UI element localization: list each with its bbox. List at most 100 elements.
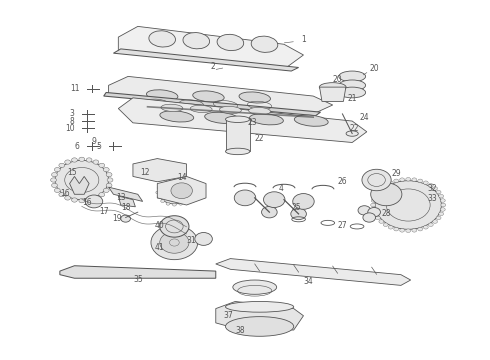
Text: 38: 38: [235, 325, 245, 334]
Text: 14: 14: [177, 173, 186, 182]
Circle shape: [363, 213, 375, 222]
Text: 9: 9: [92, 137, 97, 146]
Circle shape: [156, 191, 160, 194]
Text: 5: 5: [97, 141, 101, 150]
Ellipse shape: [294, 115, 328, 126]
Circle shape: [59, 193, 65, 197]
Ellipse shape: [183, 32, 210, 49]
Text: 12: 12: [140, 168, 150, 177]
Circle shape: [293, 194, 314, 209]
Circle shape: [51, 183, 57, 188]
Ellipse shape: [249, 107, 270, 115]
Ellipse shape: [319, 83, 346, 91]
Text: 18: 18: [121, 203, 130, 212]
Text: 33: 33: [428, 194, 438, 203]
Circle shape: [368, 207, 380, 217]
Circle shape: [371, 208, 376, 211]
Circle shape: [406, 229, 411, 233]
Circle shape: [54, 188, 60, 193]
Text: 3: 3: [70, 109, 74, 118]
Circle shape: [400, 229, 405, 232]
Ellipse shape: [339, 71, 366, 82]
Text: 41: 41: [155, 243, 165, 252]
Polygon shape: [118, 26, 303, 69]
Circle shape: [439, 212, 443, 216]
Circle shape: [262, 206, 277, 218]
Circle shape: [428, 223, 433, 226]
Circle shape: [103, 188, 109, 193]
Text: 8: 8: [70, 117, 74, 126]
Circle shape: [166, 180, 170, 183]
Text: 29: 29: [391, 170, 401, 179]
Text: 20: 20: [369, 64, 379, 73]
Ellipse shape: [225, 317, 294, 336]
Circle shape: [418, 228, 423, 231]
Ellipse shape: [239, 92, 270, 103]
Circle shape: [423, 225, 428, 229]
Polygon shape: [225, 119, 250, 152]
Text: 27: 27: [338, 221, 347, 230]
Text: 16: 16: [82, 198, 92, 207]
Circle shape: [171, 183, 193, 199]
Circle shape: [388, 181, 393, 185]
Circle shape: [234, 190, 256, 206]
Circle shape: [157, 186, 161, 189]
Circle shape: [55, 160, 109, 200]
Circle shape: [151, 225, 198, 260]
Text: 32: 32: [428, 184, 438, 193]
Circle shape: [184, 200, 188, 203]
Circle shape: [121, 215, 130, 222]
Circle shape: [433, 220, 438, 223]
Ellipse shape: [339, 87, 366, 98]
Polygon shape: [118, 196, 135, 207]
Text: 25: 25: [291, 203, 301, 212]
Text: 10: 10: [65, 124, 74, 133]
Circle shape: [406, 177, 411, 181]
Circle shape: [418, 179, 423, 183]
Circle shape: [436, 190, 441, 194]
Circle shape: [51, 172, 57, 177]
Polygon shape: [70, 176, 89, 194]
Text: 26: 26: [338, 176, 347, 185]
Circle shape: [383, 184, 388, 187]
Circle shape: [400, 178, 405, 181]
Ellipse shape: [193, 91, 224, 102]
Text: 34: 34: [303, 276, 313, 285]
Circle shape: [441, 199, 445, 202]
Circle shape: [373, 194, 378, 198]
Text: 1: 1: [301, 36, 306, 45]
Circle shape: [93, 196, 99, 200]
Circle shape: [189, 191, 193, 194]
Text: 37: 37: [223, 311, 233, 320]
Circle shape: [371, 199, 376, 202]
Circle shape: [423, 181, 428, 185]
Ellipse shape: [149, 31, 175, 47]
Circle shape: [93, 160, 99, 164]
Text: 24: 24: [360, 113, 369, 122]
Ellipse shape: [225, 301, 294, 312]
Circle shape: [371, 203, 375, 207]
Polygon shape: [319, 87, 346, 102]
Circle shape: [433, 187, 438, 190]
Circle shape: [388, 225, 393, 229]
Circle shape: [394, 179, 399, 183]
Circle shape: [264, 192, 285, 207]
Ellipse shape: [147, 90, 178, 101]
Ellipse shape: [160, 111, 194, 122]
Text: 13: 13: [116, 193, 125, 202]
Circle shape: [160, 216, 189, 237]
Ellipse shape: [249, 114, 283, 125]
Circle shape: [383, 223, 388, 226]
Ellipse shape: [346, 131, 358, 136]
Text: 23: 23: [247, 118, 257, 127]
Circle shape: [373, 212, 378, 216]
Text: 4: 4: [279, 184, 284, 193]
Text: 22: 22: [255, 134, 264, 143]
Circle shape: [412, 229, 417, 232]
Circle shape: [65, 196, 71, 200]
Circle shape: [166, 202, 170, 205]
Polygon shape: [109, 187, 143, 202]
Text: 15: 15: [67, 168, 77, 177]
Ellipse shape: [225, 116, 250, 122]
Circle shape: [54, 167, 60, 172]
